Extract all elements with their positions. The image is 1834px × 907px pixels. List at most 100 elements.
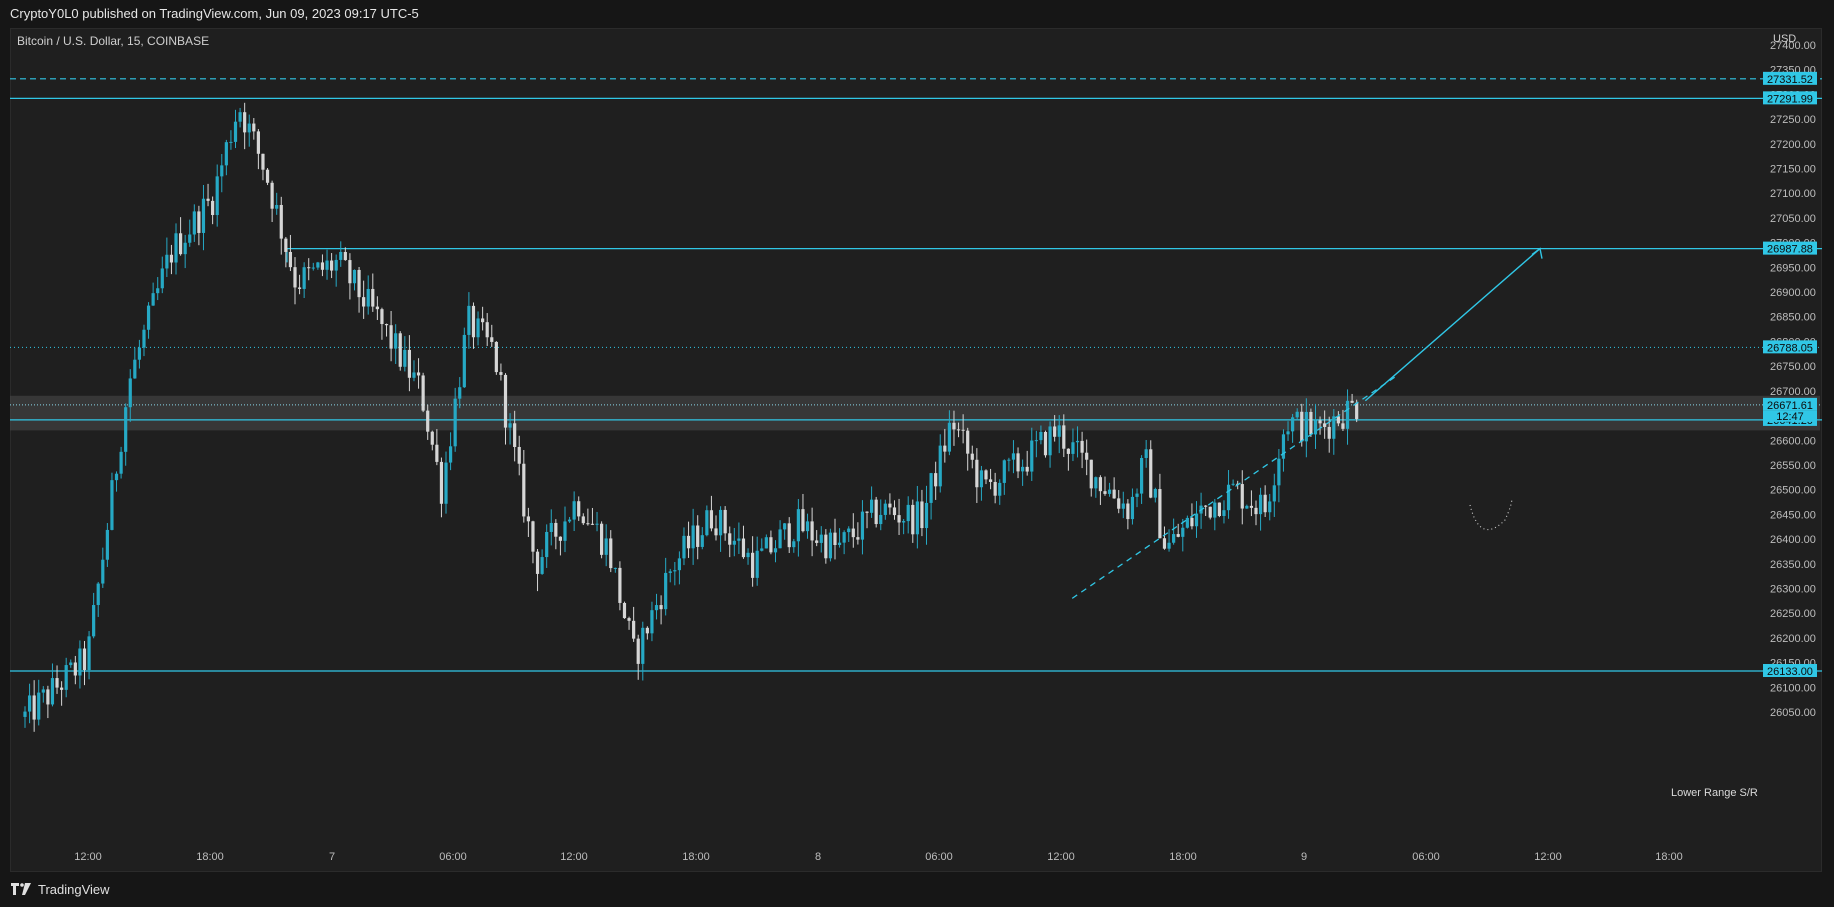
candle-body (833, 532, 837, 545)
candle-body (1121, 503, 1125, 509)
candle-body (1103, 491, 1107, 494)
candle-body (64, 665, 68, 690)
price-axis[interactable]: 27400.0027350.0027300.0027250.0027200.00… (1770, 40, 1816, 719)
candles-layer (23, 102, 1359, 732)
candle-body (563, 521, 567, 541)
candle-body (362, 297, 366, 307)
candle-body (1112, 489, 1116, 499)
candle-body (705, 510, 709, 536)
projection-arrow[interactable] (1364, 248, 1541, 402)
candle-body (865, 511, 869, 513)
candle-body (275, 204, 279, 209)
candle-body (316, 262, 320, 268)
price-tick: 26750.00 (1770, 361, 1816, 373)
candle-body (46, 689, 50, 705)
candle-body (1268, 501, 1272, 513)
candle-body (1185, 517, 1189, 528)
candle-body (243, 112, 247, 133)
candle-body (380, 309, 384, 325)
candle-body (906, 504, 910, 522)
candle-body (1144, 449, 1148, 458)
candle-body (1043, 431, 1048, 456)
candle-body (554, 522, 558, 537)
candle-body (513, 423, 517, 447)
time-tick: 06:00 (439, 851, 467, 863)
price-tick: 27050.00 (1770, 213, 1816, 225)
price-label-bg (1763, 663, 1817, 677)
candle-body (371, 288, 375, 307)
candle-body (229, 141, 233, 143)
footer-brand[interactable]: TradingView (38, 881, 110, 897)
candle-body (265, 169, 270, 183)
candle-body (339, 251, 343, 260)
candle-body (1222, 510, 1226, 516)
candle-body (343, 251, 347, 261)
candle-body (751, 552, 755, 578)
footer: TradingView (10, 878, 110, 900)
time-axis[interactable]: 12:00 18:00 7 06:00 12:00 18:00 8 06:00 12:00 18:… (74, 851, 1683, 863)
candle-body (1071, 442, 1075, 454)
candle-body (1226, 484, 1231, 511)
time-tick: 12:00 (1047, 851, 1075, 863)
candle-body (1332, 416, 1336, 439)
candle-body (517, 446, 521, 464)
symbol-title[interactable]: Bitcoin / U.S. Dollar, 15, COINBASE (17, 34, 210, 48)
candle-body (403, 349, 407, 367)
candle-timer: 12:47 (1776, 411, 1804, 423)
candle-body (1139, 457, 1144, 494)
candle-body (567, 519, 572, 522)
candle-body (256, 131, 260, 154)
candle-body (1323, 423, 1327, 427)
candle-body (1107, 489, 1112, 494)
candle-body (1016, 453, 1020, 472)
candle-body (1034, 440, 1038, 442)
candle-body (952, 422, 956, 430)
candle-body (837, 542, 842, 545)
price-label: 27331.52 (1767, 74, 1813, 86)
candle-body (87, 636, 91, 671)
candle-body (1277, 458, 1281, 486)
candle-body (618, 567, 622, 603)
candle-body (1258, 494, 1263, 515)
candle-body (869, 499, 874, 513)
candle-body (1130, 496, 1135, 520)
candle-body (1053, 426, 1057, 437)
candle-body (746, 552, 750, 558)
candle-body (979, 470, 984, 488)
candle-body (1304, 411, 1308, 442)
candle-body (1355, 402, 1359, 420)
candle-body (934, 473, 938, 487)
candle-body (55, 678, 59, 688)
candle-body (732, 540, 736, 545)
candle-body (947, 422, 951, 452)
price-label: 27291.99 (1767, 93, 1813, 105)
candle-body (668, 571, 672, 573)
candle-body (1263, 494, 1267, 513)
candle-body (476, 318, 480, 338)
candle-body (1048, 426, 1052, 456)
candle-body (92, 605, 96, 637)
candle-body (320, 262, 325, 270)
candle-body (728, 533, 732, 545)
chart-frame[interactable] (10, 28, 1822, 872)
candle-body (352, 269, 357, 284)
candle-body (1181, 527, 1185, 537)
candle-body (1066, 448, 1070, 454)
candle-body (847, 528, 851, 533)
candle-body (261, 153, 265, 170)
tradingview-logo-icon[interactable] (10, 882, 32, 896)
candle-body (970, 453, 974, 460)
price-tick: 26300.00 (1770, 583, 1816, 595)
candle-body (659, 605, 663, 610)
candle-body (389, 325, 393, 349)
candle-body (810, 521, 814, 541)
candle-body (430, 431, 434, 445)
candle-body (60, 687, 64, 690)
candle-body (119, 451, 123, 474)
candle-body (627, 618, 631, 621)
candle-body (1318, 420, 1322, 424)
candle-body (783, 523, 787, 530)
candle-body (609, 538, 613, 569)
candle-body (613, 567, 617, 569)
